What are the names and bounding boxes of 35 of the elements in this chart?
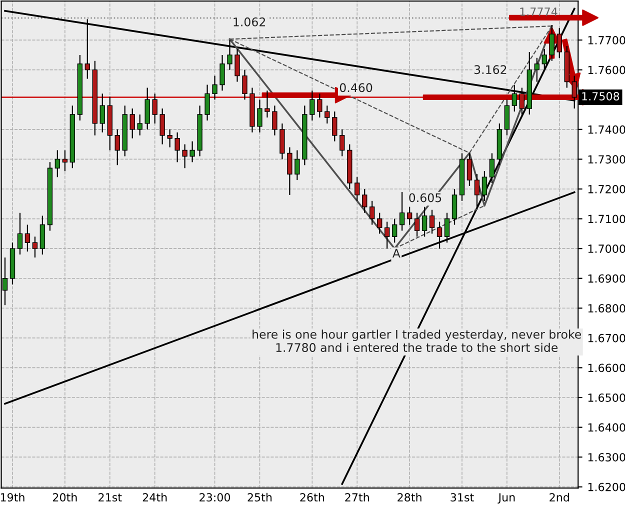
annotation: 0.460 xyxy=(340,83,372,92)
y-tick-label: 1.7400 xyxy=(588,125,625,134)
annotation: here is one hour gartler I traded yesterday, never broke 1.7780 and i entered the trade to the short side xyxy=(252,330,582,352)
y-tick-label: 1.7300 xyxy=(588,155,625,164)
x-tick-label: 2nd xyxy=(550,492,569,502)
x-tick-label: 25th xyxy=(248,492,272,502)
annotation: 3.162 xyxy=(474,65,506,74)
y-tick-label: 1.6500 xyxy=(588,393,625,402)
x-tick-label: 26th xyxy=(300,492,324,502)
y-tick-label: 1.7700 xyxy=(588,36,625,44)
annotation: 0.605 xyxy=(409,193,442,202)
x-tick-label: 20th xyxy=(52,492,77,502)
x-tick-label: 23:00 xyxy=(200,493,230,502)
x-tick-label: 27th xyxy=(345,492,369,502)
ref-line-label: 1.7774 xyxy=(520,8,558,16)
y-tick-label: 1.7200 xyxy=(588,184,625,194)
x-tick-label: 31st xyxy=(450,493,474,502)
x-tick-label: 19th xyxy=(0,492,24,502)
y-tick-label: 1.6900 xyxy=(588,274,625,283)
y-tick-label: 1.6800 xyxy=(588,304,625,313)
y-tick-label: 1.6600 xyxy=(588,364,625,372)
ref-line-label: 1.7508 xyxy=(582,92,620,100)
y-tick-label: 1.6400 xyxy=(588,423,625,432)
x-tick-label: 24th xyxy=(142,492,167,502)
x-tick-label: Jun xyxy=(498,493,515,504)
y-tick-label: 1.7000 xyxy=(588,244,625,253)
x-tick-label: 28th xyxy=(398,492,422,502)
annotation: A xyxy=(392,248,400,258)
y-tick-label: 1.7600 xyxy=(588,66,625,74)
y-tick-label: 1.6200 xyxy=(588,482,625,492)
y-tick-label: 1.6700 xyxy=(588,334,625,342)
y-tick-label: 1.6300 xyxy=(588,453,625,462)
y-tick-label: 1.7100 xyxy=(588,214,625,224)
annotation: 1.062 xyxy=(234,17,266,26)
x-tick-label: 21st xyxy=(98,493,122,502)
